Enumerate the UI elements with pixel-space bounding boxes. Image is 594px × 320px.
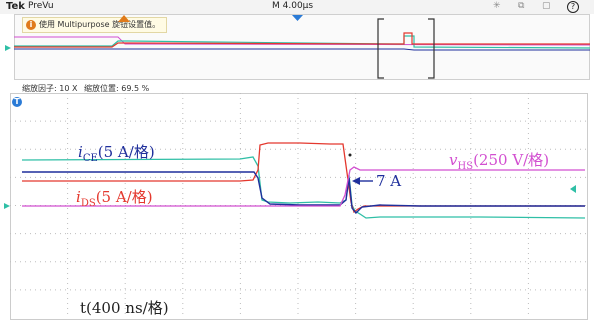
trigger-level-marker-icon[interactable]	[570, 185, 576, 193]
zoom-position-readout: 缩放位置: 69.5 %	[84, 84, 150, 93]
acquisition-mode[interactable]: PreVu	[28, 1, 54, 11]
label-ice: iCE(5 A/格)	[78, 143, 155, 164]
label-vhs: vHS(250 V/格)	[449, 151, 550, 172]
info-tooltip: i 使用 Multipurpose 旋钮设置值。	[22, 17, 168, 33]
top-status-bar: Tek PreVu M 4.00μs ✳ ⧉ ▢ ?	[0, 0, 594, 14]
trigger-position-marker-icon[interactable]	[118, 15, 130, 22]
trigger-icon[interactable]: T	[12, 97, 22, 107]
peak-dot	[348, 153, 352, 157]
settings-icon[interactable]: ✳	[493, 1, 501, 11]
trace-blue	[22, 171, 585, 215]
zoom-factor-readout: 缩放因子: 10 X	[22, 84, 78, 93]
tooltip-text: 使用 Multipurpose 旋钮设置值。	[39, 20, 161, 29]
overview-traces	[14, 32, 591, 51]
share-icon[interactable]: ⧉	[518, 1, 525, 11]
peak-arrow-head-icon	[352, 177, 360, 185]
zoom-window-bracket[interactable]	[377, 18, 435, 79]
trace-red	[22, 142, 585, 214]
help-icon[interactable]: ?	[567, 1, 579, 13]
overview-ground-marker-icon	[5, 45, 11, 51]
label-peak-current: 7 A	[376, 172, 402, 190]
info-icon: i	[26, 20, 36, 30]
label-time-scale: t(400 ns/格)	[80, 299, 169, 317]
timebase-readout[interactable]: M 4.00μs	[272, 1, 314, 11]
window-icon[interactable]: ▢	[542, 1, 551, 11]
trace-magenta	[22, 166, 585, 207]
brand-logo: Tek	[6, 1, 25, 12]
label-ids: iDS(5 A/格)	[76, 188, 153, 209]
zoom-center-marker-icon[interactable]	[292, 15, 303, 21]
ground-marker-icon[interactable]	[4, 203, 10, 209]
